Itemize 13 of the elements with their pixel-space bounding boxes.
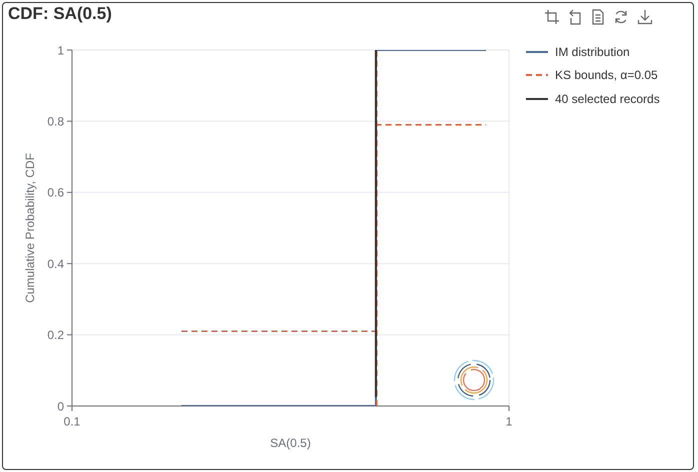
y-tick-label: 0 <box>57 399 64 414</box>
y-tick-label: 0.4 <box>47 256 64 271</box>
y-tick-label: 0.8 <box>47 114 64 128</box>
x-axis-title: SA(0.5) <box>270 436 311 450</box>
chart-title: CDF: SA(0.5) <box>8 4 112 23</box>
y-tick-label: 0.6 <box>47 186 64 200</box>
y-tick-label: 0.2 <box>47 328 64 342</box>
legend-label: IM distribution <box>555 44 630 59</box>
legend-label: KS bounds, α=0.05 <box>555 68 658 82</box>
legend-label: 40 selected records <box>555 92 660 106</box>
x-tick-label: 0.1 <box>64 414 81 429</box>
y-axis-title: Cumulative Probability, CDF <box>23 153 37 303</box>
y-tick-label: 1 <box>57 43 64 58</box>
